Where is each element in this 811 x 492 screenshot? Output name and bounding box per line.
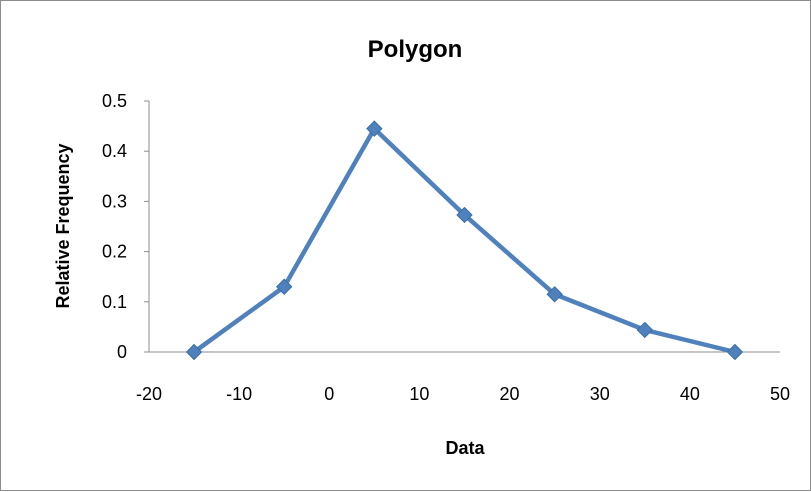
x-tick-label: 30 [590,384,610,404]
data-point-marker [636,321,653,339]
data-point-marker [276,278,293,295]
y-tick-label: 0.5 [102,91,127,111]
x-tick-label: 20 [500,384,520,404]
tick-labels: 0 0.1 0.2 0.3 0.4 0.5 -20 -10 0 10 20 30 40 50 [102,91,790,404]
y-axis-title: Relative Frequency [53,143,73,308]
chart-title: Polygon [368,36,463,63]
series-line [192,126,736,355]
y-tick-label: 0.1 [102,292,127,312]
x-tick-label: 50 [770,384,790,404]
x-tick-label: -10 [226,384,252,404]
x-tick-label: 10 [409,384,429,404]
y-tick-label: 0.4 [102,141,127,161]
data-point-marker [366,120,383,137]
axes [148,101,780,353]
y-tick-label: 0.3 [102,191,127,211]
x-tick-label: 0 [324,384,334,404]
y-tick-label: 0 [117,342,127,362]
x-tick-label: 40 [680,384,700,404]
series-layer [185,120,744,361]
data-point-marker [185,343,203,361]
data-point-marker [456,206,473,224]
y-tick-label: 0.2 [102,242,127,262]
data-point-marker [546,286,563,303]
x-tick-label: -20 [136,384,162,404]
data-point-marker [726,343,744,361]
x-axis-title: Data [445,438,485,458]
